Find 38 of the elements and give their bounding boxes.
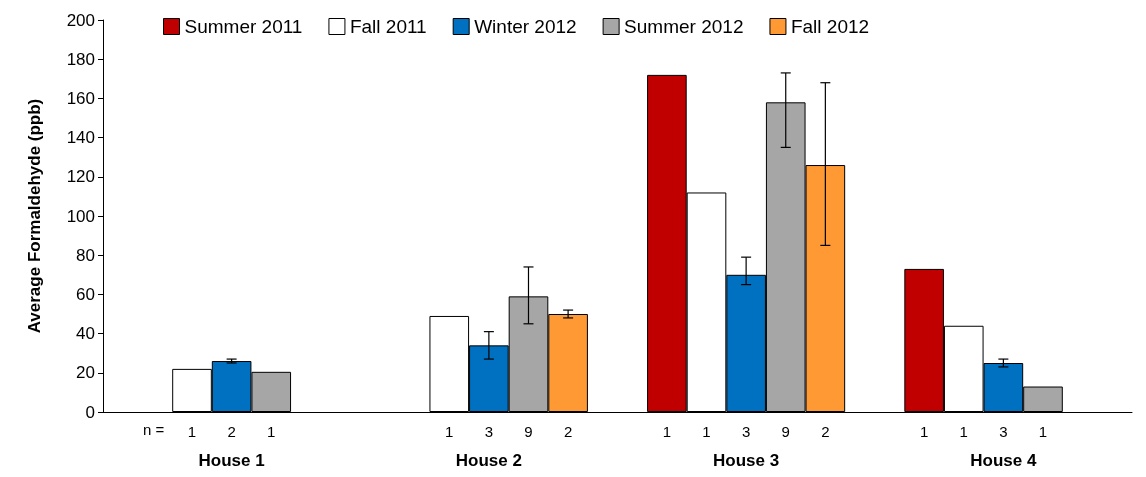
text: 3 <box>741 422 751 440</box>
y-tick-label: 40 <box>76 324 95 344</box>
legend-label: Fall 2011 <box>349 16 427 37</box>
legend-label: Summer 2012 <box>624 16 744 37</box>
text: 1 <box>959 422 968 440</box>
y-tick-label: 80 <box>76 245 95 265</box>
x-tick-label: House 4 <box>970 451 1037 470</box>
y-tick-label: 60 <box>76 284 95 304</box>
text: 2 <box>227 422 236 440</box>
y-tick-label: 20 <box>76 363 95 383</box>
text: 1 <box>662 422 672 440</box>
text: 3 <box>999 422 1008 440</box>
y-tick-label: 100 <box>66 206 95 226</box>
y-tick-label: 160 <box>66 88 95 108</box>
text: 1 <box>445 422 454 440</box>
x-tick-label: House 1 <box>198 451 265 470</box>
legend-label: Summer 2011 <box>184 16 303 37</box>
y-tick-label: 0 <box>85 402 95 422</box>
y-tick-label: 120 <box>66 167 95 187</box>
text: 9 <box>524 422 533 440</box>
y-axis-title: Average Formaldehyde (ppb) <box>25 98 44 334</box>
text: 1 <box>919 422 929 440</box>
text: 2 <box>563 422 573 440</box>
x-tick-label: House 2 <box>455 451 522 470</box>
y-tick-label: 140 <box>66 128 95 148</box>
legend-label: Winter 2012 <box>474 16 577 37</box>
text: 1 <box>187 422 197 440</box>
legend-label: Fall 2012 <box>790 16 870 37</box>
y-tick-label: 180 <box>66 49 95 69</box>
text: n = <box>143 421 165 438</box>
text: 1 <box>1038 422 1048 440</box>
text: 2 <box>821 422 830 440</box>
y-tick-label: 200 <box>66 10 95 30</box>
text: 3 <box>484 422 494 440</box>
text: 9 <box>781 422 790 440</box>
text: 1 <box>702 422 711 440</box>
x-tick-label: House 3 <box>713 451 780 470</box>
text: 1 <box>267 422 276 440</box>
